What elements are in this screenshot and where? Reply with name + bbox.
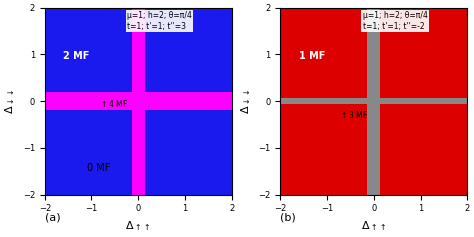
- Text: $\uparrow$3 MF: $\uparrow$3 MF: [339, 109, 368, 120]
- X-axis label: $\Delta_{\uparrow\uparrow}$: $\Delta_{\uparrow\uparrow}$: [361, 219, 387, 233]
- Text: 2 MF: 2 MF: [64, 51, 90, 61]
- Y-axis label: $\Delta_{\downarrow\downarrow}$: $\Delta_{\downarrow\downarrow}$: [240, 88, 253, 114]
- Text: $\uparrow$4 MF: $\uparrow$4 MF: [99, 98, 128, 109]
- Text: (b): (b): [281, 213, 296, 223]
- Text: 0 MF: 0 MF: [87, 163, 110, 173]
- Text: 1 MF: 1 MF: [299, 51, 326, 61]
- X-axis label: $\Delta_{\uparrow\uparrow}$: $\Delta_{\uparrow\uparrow}$: [126, 219, 151, 233]
- Text: μ=1; h=2; θ=π/4
t=1; t'=1; t''=-2: μ=1; h=2; θ=π/4 t=1; t'=1; t''=-2: [363, 11, 428, 31]
- Text: (a): (a): [45, 213, 60, 223]
- Text: μ=1; h=2; θ=π/4
t=1; t'=1; t''=3: μ=1; h=2; θ=π/4 t=1; t'=1; t''=3: [127, 11, 192, 31]
- Y-axis label: $\Delta_{\downarrow\downarrow}$: $\Delta_{\downarrow\downarrow}$: [4, 88, 17, 114]
